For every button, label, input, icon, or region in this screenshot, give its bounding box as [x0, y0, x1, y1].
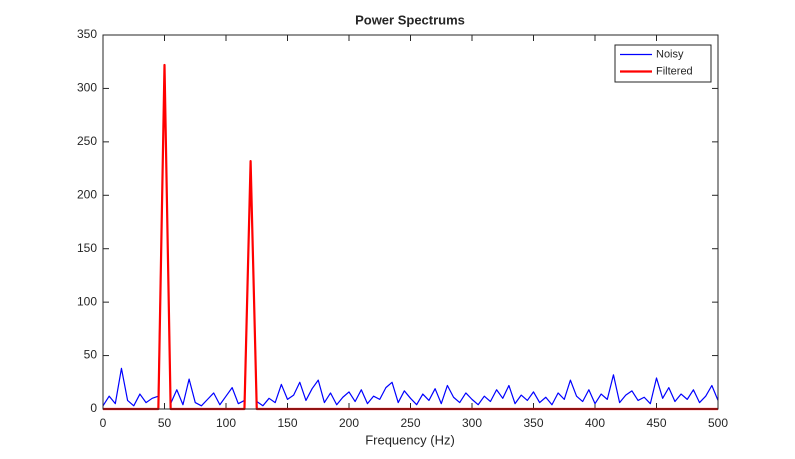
- x-tick-label: 300: [462, 416, 482, 430]
- x-axis-label: Frequency (Hz): [365, 432, 455, 447]
- axes-box: [102, 34, 719, 410]
- series-line: [102, 64, 719, 407]
- x-tick-label: 0: [100, 416, 107, 430]
- x-tick-label: 50: [158, 416, 172, 430]
- y-tick-label: 250: [77, 134, 97, 148]
- x-tick-label: 200: [339, 416, 359, 430]
- y-tick-label: 0: [90, 401, 97, 415]
- y-tick-label: 300: [77, 81, 97, 95]
- legend-label: Filtered: [656, 65, 693, 77]
- y-tick-label: 200: [77, 187, 97, 201]
- x-tick-label: 500: [708, 416, 728, 430]
- x-tick-label: 100: [216, 416, 236, 430]
- chart-title: Power Spectrums: [355, 12, 465, 27]
- y-tick-label: 50: [84, 348, 98, 362]
- legend-label: Noisy: [656, 48, 684, 60]
- y-tick-label: 350: [77, 27, 97, 41]
- y-tick-label: 100: [77, 294, 97, 308]
- y-tick-label: 150: [77, 241, 97, 255]
- x-tick-label: 150: [277, 416, 297, 430]
- legend-box: [614, 44, 712, 83]
- x-tick-label: 250: [400, 416, 420, 430]
- x-tick-label: 350: [523, 416, 543, 430]
- x-tick-label: 450: [646, 416, 666, 430]
- plot-area: [103, 35, 718, 409]
- x-tick-label: 400: [585, 416, 605, 430]
